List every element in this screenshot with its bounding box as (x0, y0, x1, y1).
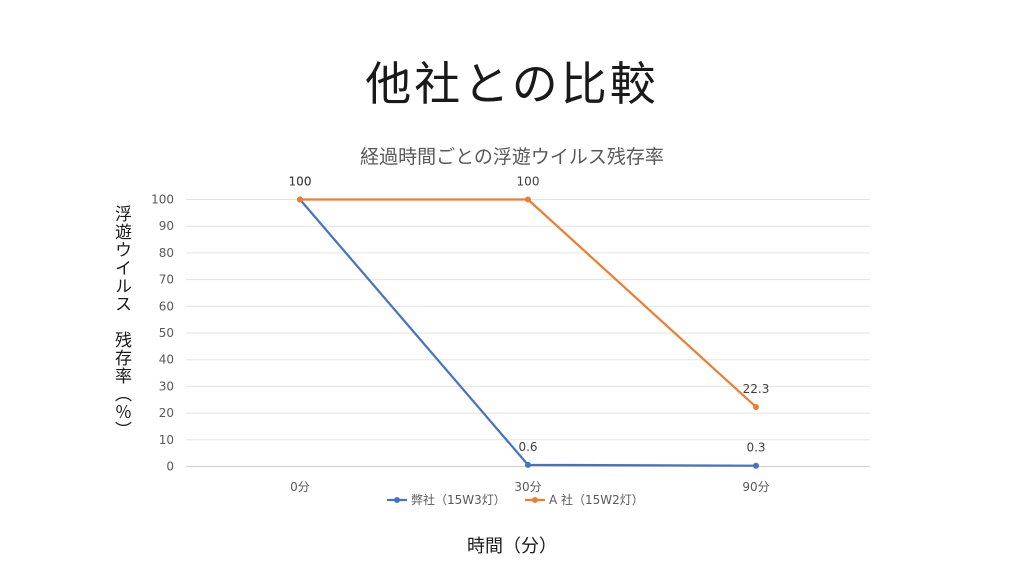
chart-title: 経過時間ごとの浮遊ウイルス残存率 (360, 146, 664, 168)
x-tick-label: 30分 (514, 480, 541, 494)
y-tick-label: 80 (159, 246, 174, 260)
data-point (525, 461, 531, 468)
y-tick-label: 40 (159, 353, 174, 367)
legend-label: A 社（15W2灯） (549, 492, 644, 507)
data-label: 0.3 (746, 441, 765, 455)
data-point (525, 196, 531, 203)
y-tick-label: 60 (159, 299, 174, 313)
legend: 弊社（15W3灯） A 社（15W2灯） (387, 492, 644, 507)
legend-label: 弊社（15W3灯） (411, 492, 506, 507)
data-label: 22.3 (743, 382, 770, 396)
y-tick-label: 70 (159, 273, 174, 287)
legend-swatch-marker (394, 497, 400, 503)
gridlines (186, 199, 870, 467)
x-tick-label: 90分 (742, 480, 769, 494)
y-tick-label: 50 (159, 326, 174, 340)
y-tick-label: 20 (159, 406, 174, 420)
data-label: 100 (517, 175, 540, 189)
data-label: 100 (289, 175, 312, 189)
x-axis-ticks: 0分 30分 90分 (290, 480, 769, 494)
slide-title: 他社との比較 (365, 57, 659, 111)
y-tick-label: 30 (159, 379, 174, 393)
y-tick-label: 90 (159, 219, 174, 233)
series-layer (297, 196, 759, 469)
data-point (753, 403, 759, 410)
data-label: 100 (289, 175, 312, 189)
y-axis-ticks: 0 10 20 30 40 50 60 70 80 90 100 (151, 193, 174, 474)
data-point (753, 462, 759, 469)
y-tick-label: 10 (159, 433, 174, 447)
x-axis-label: 時間（分） (467, 536, 557, 557)
data-point (297, 196, 303, 203)
data-label: 0.6 (518, 440, 537, 454)
x-tick-label: 0分 (290, 480, 310, 494)
y-tick-label: 100 (151, 193, 174, 207)
series-line (300, 198, 757, 408)
y-tick-label: 0 (166, 460, 174, 474)
legend-swatch-marker (532, 497, 538, 503)
y-axis-label: 浮遊ウイルス 残存率（％） (111, 205, 131, 439)
